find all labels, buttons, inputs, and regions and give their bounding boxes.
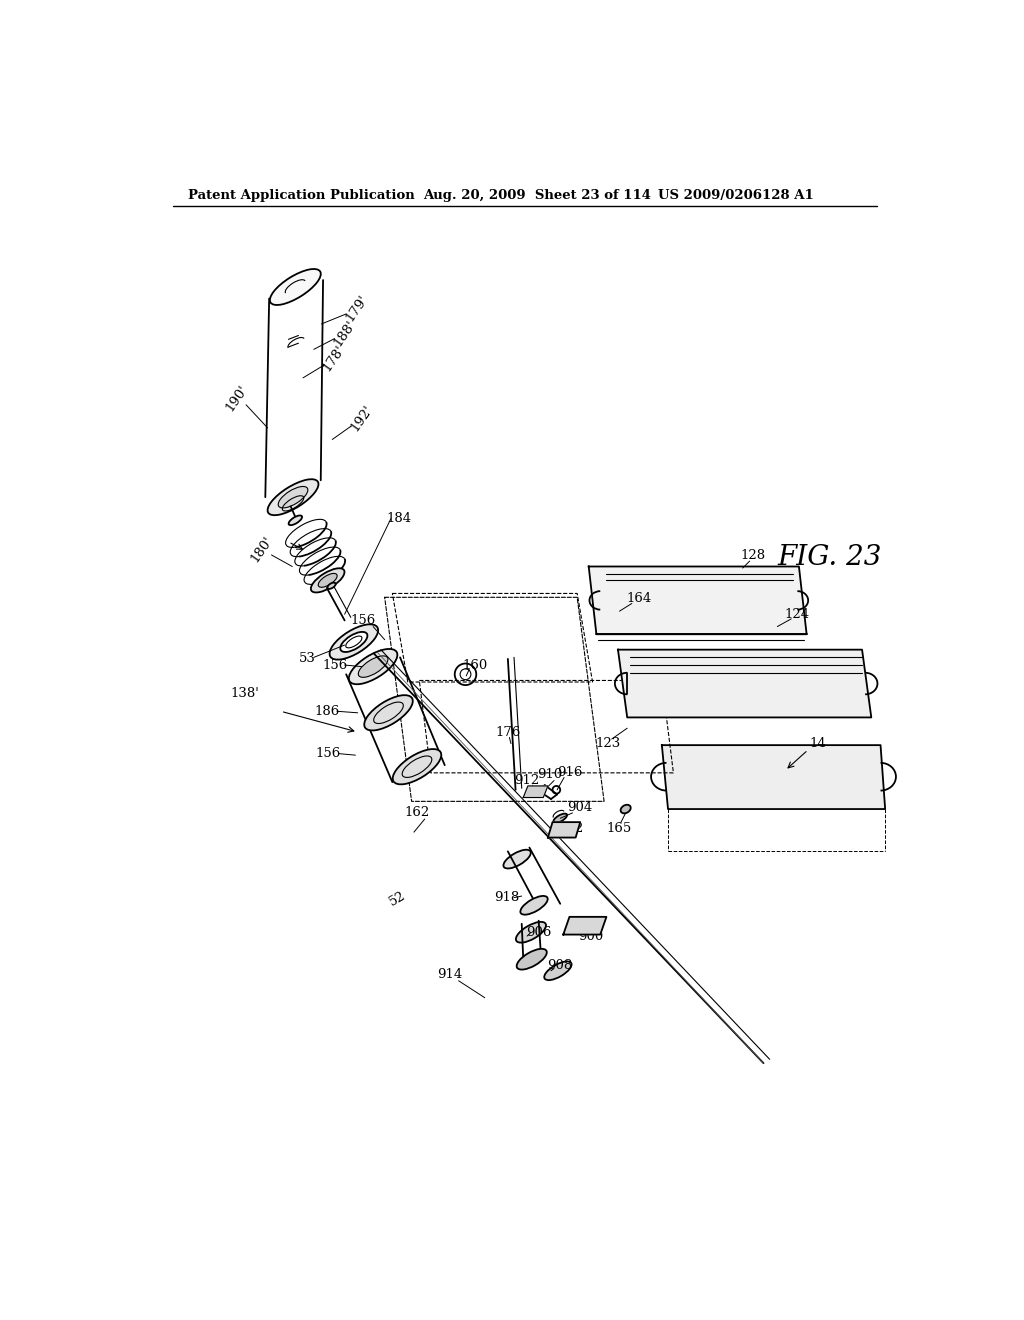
Text: 186: 186: [314, 705, 340, 718]
Ellipse shape: [516, 921, 546, 942]
Text: 164: 164: [626, 593, 651, 606]
Text: 162: 162: [404, 807, 430, 820]
Text: 180': 180': [248, 533, 275, 564]
Text: 908: 908: [548, 958, 572, 972]
Ellipse shape: [311, 568, 344, 593]
Text: 138': 138': [230, 686, 259, 700]
Text: 192': 192': [348, 403, 375, 434]
Ellipse shape: [517, 949, 547, 970]
Text: 910: 910: [538, 768, 563, 781]
Text: 156: 156: [315, 747, 340, 760]
Ellipse shape: [544, 961, 571, 981]
Polygon shape: [617, 649, 871, 718]
Text: 53: 53: [299, 652, 316, 665]
Text: 160: 160: [463, 659, 488, 672]
Text: 128: 128: [740, 549, 765, 562]
Text: 123: 123: [595, 737, 621, 750]
Text: 165: 165: [607, 822, 632, 834]
Polygon shape: [523, 785, 548, 797]
Polygon shape: [589, 566, 807, 635]
Text: 179': 179': [343, 293, 371, 325]
Text: 916: 916: [557, 766, 583, 779]
Ellipse shape: [520, 896, 548, 915]
Ellipse shape: [553, 813, 567, 822]
Ellipse shape: [318, 573, 337, 587]
Text: 178': 178': [321, 343, 347, 374]
Ellipse shape: [365, 696, 413, 730]
Polygon shape: [548, 822, 581, 838]
Ellipse shape: [270, 269, 321, 305]
Text: FIG. 23: FIG. 23: [777, 544, 882, 570]
Text: Aug. 20, 2009  Sheet 23 of 114: Aug. 20, 2009 Sheet 23 of 114: [423, 189, 651, 202]
Ellipse shape: [393, 748, 441, 784]
Text: 156: 156: [350, 614, 376, 627]
Polygon shape: [563, 917, 606, 935]
Ellipse shape: [504, 850, 530, 869]
Text: 902: 902: [558, 822, 584, 834]
Text: 14: 14: [810, 737, 826, 750]
Text: 156: 156: [322, 659, 347, 672]
Text: 176: 176: [496, 726, 520, 739]
Ellipse shape: [279, 487, 308, 508]
Ellipse shape: [349, 649, 397, 684]
Ellipse shape: [340, 632, 368, 652]
Text: 124: 124: [784, 607, 809, 620]
Text: US 2009/0206128 A1: US 2009/0206128 A1: [658, 189, 814, 202]
Text: 914: 914: [437, 968, 463, 981]
Text: Patent Application Publication: Patent Application Publication: [188, 189, 415, 202]
Text: 52: 52: [387, 890, 409, 909]
Text: 904: 904: [567, 801, 593, 814]
Text: 190': 190': [223, 383, 251, 414]
Polygon shape: [662, 744, 885, 809]
Ellipse shape: [358, 656, 388, 677]
Text: 918: 918: [494, 891, 519, 904]
Text: 906: 906: [526, 925, 551, 939]
Text: 184: 184: [386, 512, 411, 525]
Ellipse shape: [330, 624, 378, 660]
Text: 912: 912: [514, 774, 539, 787]
Text: 188': 188': [331, 318, 358, 348]
Text: 900: 900: [579, 929, 603, 942]
Ellipse shape: [621, 805, 631, 813]
Ellipse shape: [267, 479, 318, 515]
Ellipse shape: [328, 582, 336, 589]
Ellipse shape: [289, 515, 302, 525]
